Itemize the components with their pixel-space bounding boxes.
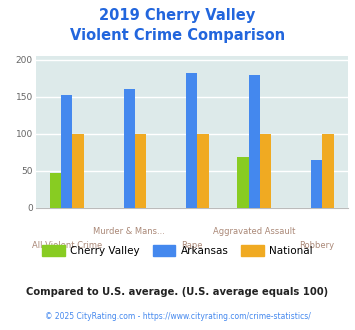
Text: Robbery: Robbery: [299, 241, 334, 250]
Bar: [237, 157, 248, 208]
Bar: [248, 75, 260, 208]
Text: Violent Crime Comparison: Violent Crime Comparison: [70, 28, 285, 43]
Text: Aggravated Assault: Aggravated Assault: [213, 227, 295, 236]
Bar: [197, 134, 209, 208]
Text: Murder & Mans...: Murder & Mans...: [93, 227, 165, 236]
Bar: [186, 73, 197, 208]
Bar: [50, 173, 61, 208]
Text: Compared to U.S. average. (U.S. average equals 100): Compared to U.S. average. (U.S. average …: [26, 287, 329, 297]
Bar: [72, 134, 84, 208]
Bar: [135, 134, 146, 208]
Text: 2019 Cherry Valley: 2019 Cherry Valley: [99, 8, 256, 23]
Bar: [61, 95, 72, 208]
Bar: [311, 160, 322, 208]
Text: Rape: Rape: [181, 241, 202, 250]
Text: © 2025 CityRating.com - https://www.cityrating.com/crime-statistics/: © 2025 CityRating.com - https://www.city…: [45, 312, 310, 321]
Bar: [124, 89, 135, 208]
Bar: [322, 134, 334, 208]
Legend: Cherry Valley, Arkansas, National: Cherry Valley, Arkansas, National: [38, 241, 317, 260]
Bar: [260, 134, 271, 208]
Text: All Violent Crime: All Violent Crime: [32, 241, 102, 250]
